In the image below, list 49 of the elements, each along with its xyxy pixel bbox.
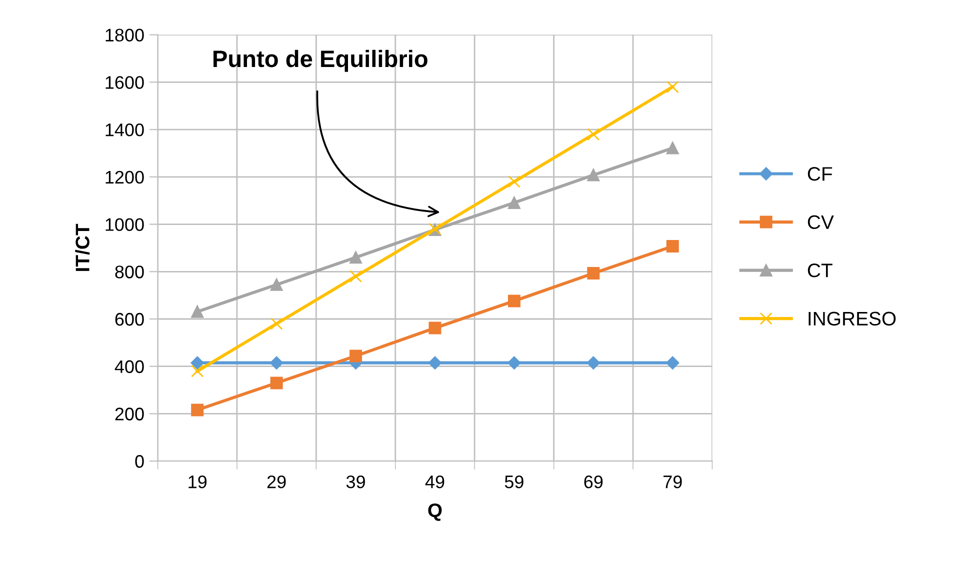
point xyxy=(350,350,362,362)
point xyxy=(270,317,283,330)
legend-label: CT xyxy=(808,264,832,278)
x-tick-label: 19 xyxy=(188,475,207,488)
point xyxy=(270,356,284,370)
legend-label: INGRESO xyxy=(808,312,896,326)
x-tick-label: 29 xyxy=(267,475,286,488)
y-tick-label: 1400 xyxy=(106,123,144,136)
point xyxy=(666,142,679,154)
point xyxy=(508,196,520,209)
point xyxy=(350,270,362,283)
x-tick-label: 69 xyxy=(584,475,603,488)
y-axis-title: IT/CT xyxy=(75,224,90,271)
point xyxy=(350,251,362,264)
y-tick-label: 400 xyxy=(114,360,144,374)
y-tick-label: 0 xyxy=(135,455,144,468)
x-tick-label: 79 xyxy=(664,475,682,488)
point xyxy=(508,175,520,188)
point xyxy=(508,294,520,308)
x-tick-label: 49 xyxy=(425,475,444,488)
point xyxy=(191,404,204,416)
point xyxy=(666,80,679,94)
point xyxy=(587,168,600,182)
point xyxy=(191,305,204,318)
y-tick-label: 1200 xyxy=(106,170,144,184)
legend-label: CV xyxy=(808,215,834,230)
point xyxy=(270,278,283,291)
point xyxy=(508,356,521,370)
x-tick-label: 39 xyxy=(346,475,365,488)
point xyxy=(191,364,204,378)
point xyxy=(587,128,600,141)
point xyxy=(666,356,680,370)
point xyxy=(428,322,442,334)
x-axis-title: Q xyxy=(428,503,442,521)
y-tick-label: 200 xyxy=(115,408,144,420)
point xyxy=(587,267,600,280)
y-tick-label: 1000 xyxy=(106,218,144,231)
point xyxy=(586,356,600,370)
point xyxy=(190,356,204,370)
annotation: Punto de Equilibrio xyxy=(214,50,428,72)
point xyxy=(270,376,283,390)
point xyxy=(666,240,679,253)
point xyxy=(428,356,442,370)
y-tick-label: 600 xyxy=(115,312,144,326)
y-tick-label: 1800 xyxy=(106,28,144,42)
legend-label: CF xyxy=(808,167,832,181)
y-tick-label: 1600 xyxy=(106,76,144,89)
y-tick-label: 800 xyxy=(115,266,144,278)
x-tick-label: 59 xyxy=(504,475,524,488)
